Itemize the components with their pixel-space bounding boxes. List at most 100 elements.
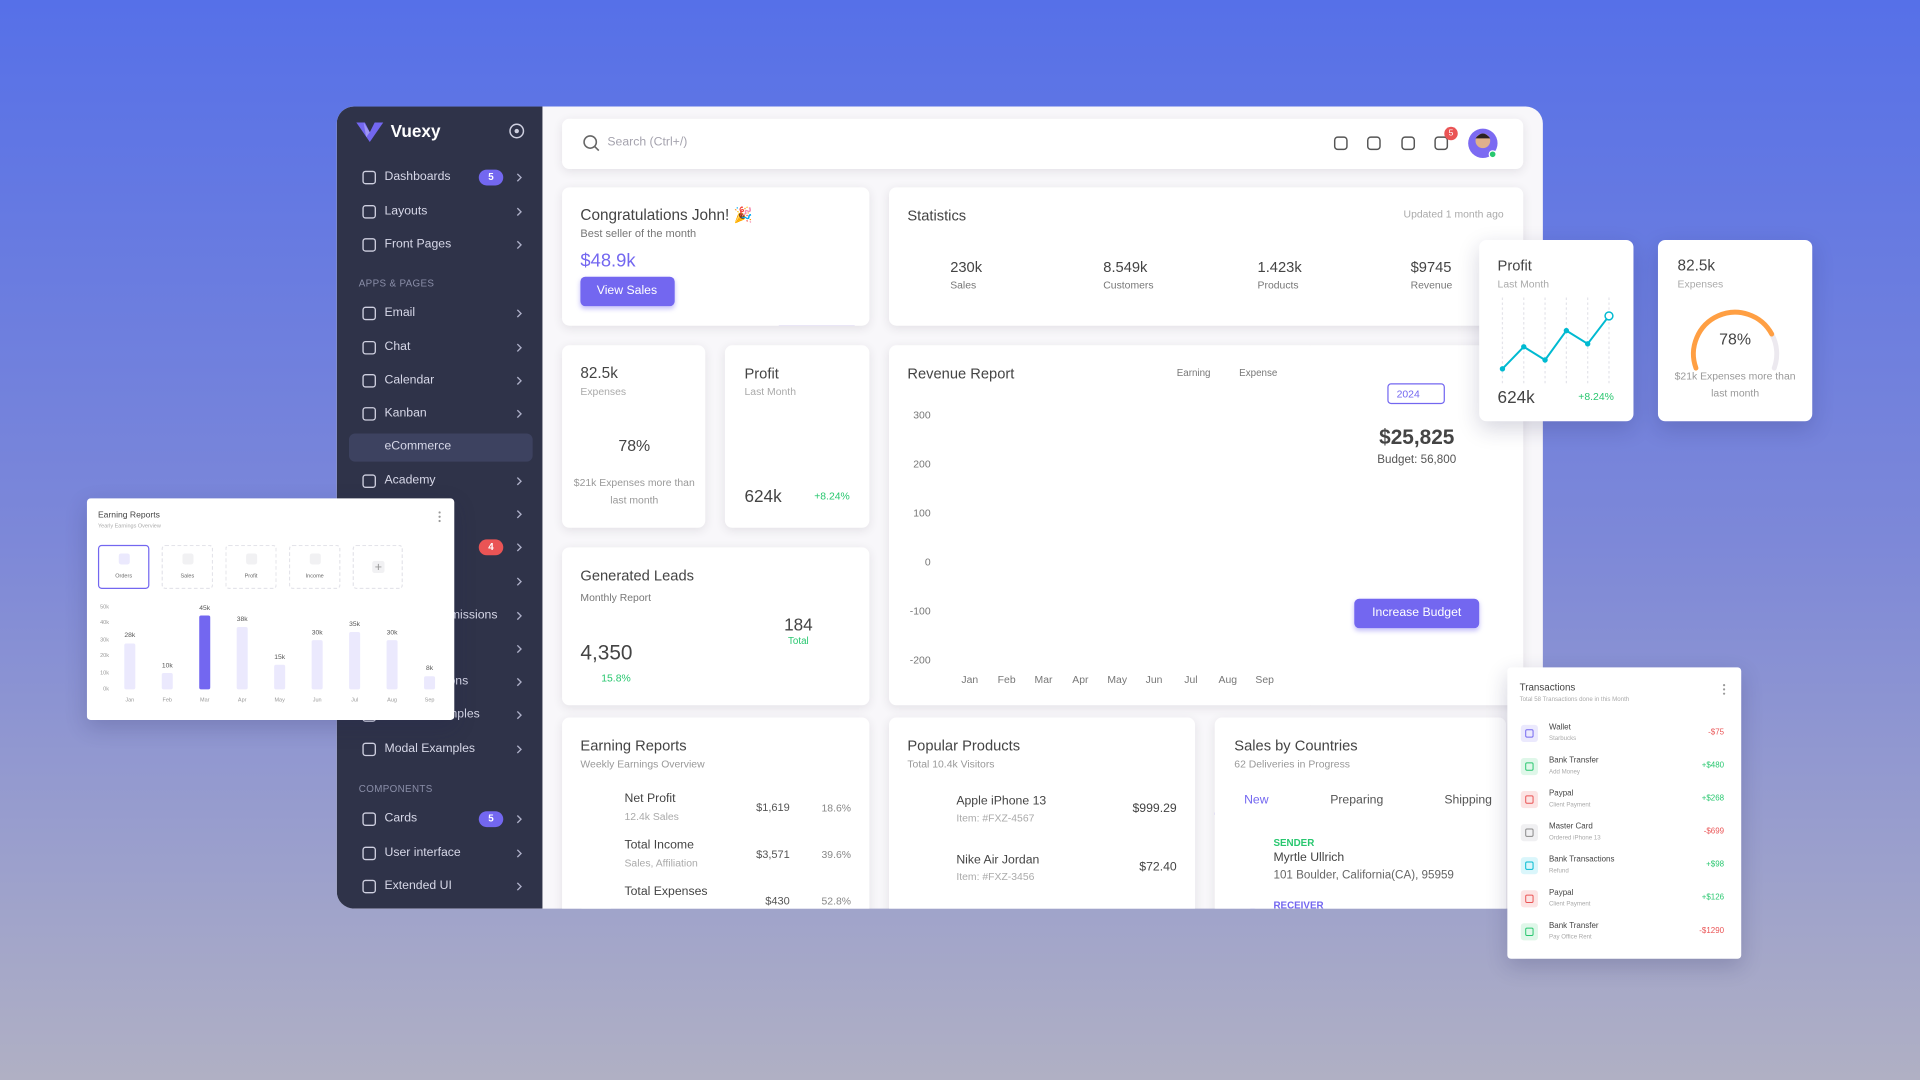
legend-label: Earning — [1176, 367, 1211, 379]
x-tick-label: Mar — [1034, 673, 1053, 686]
x-tick-label: Jul — [1184, 673, 1198, 686]
sales-by-countries-card — [1214, 717, 1507, 909]
change: +8.24% — [1578, 390, 1614, 403]
search-input[interactable]: Search (Ctrl+/) — [607, 135, 688, 150]
menu-label: User interface — [384, 846, 461, 860]
value-label: 30k — [311, 629, 323, 637]
transaction-name: Paypal — [1548, 789, 1574, 799]
menu-badge-text: 5 — [488, 813, 494, 825]
transaction-name: Paypal — [1548, 888, 1574, 898]
tab-label: Orders — [115, 572, 133, 579]
report-tab[interactable] — [225, 544, 277, 589]
transaction-amount: -$75 — [1708, 728, 1725, 737]
row-detail: 12.4k Sales — [624, 810, 679, 823]
card-subtitle: Total 58 Transactions done in this Month — [1519, 696, 1630, 704]
transactions-card — [1507, 667, 1742, 959]
transaction-amount: +$480 — [1701, 761, 1725, 770]
donut-total: 184 — [784, 614, 813, 635]
statistics-card — [888, 187, 1524, 326]
menu-label: eCommerce — [384, 439, 452, 454]
report-tab[interactable] — [288, 544, 341, 589]
sender-name: Myrtle Ullrich — [1273, 851, 1345, 865]
donut-label: Total — [788, 635, 809, 647]
tab[interactable]: Shipping — [1444, 793, 1492, 807]
x-tick-label: Sep — [1255, 673, 1274, 686]
stat-label: Customers — [1103, 278, 1154, 292]
notification-count: 5 — [1448, 129, 1454, 138]
menu-label: Calendar — [384, 373, 435, 387]
menu-item[interactable] — [349, 468, 533, 496]
row-amount: $1,619 — [756, 801, 790, 814]
change: +8.24% — [814, 489, 850, 502]
card-value: 624k — [744, 486, 782, 506]
transaction-name: Bank Transactions — [1548, 855, 1615, 865]
year-dropdown[interactable] — [1387, 383, 1445, 405]
tab[interactable]: New — [1244, 793, 1269, 807]
product-name: Nike Air Jordan — [956, 853, 1040, 867]
menu-label: Chat — [384, 340, 411, 354]
menu-item[interactable] — [349, 367, 533, 395]
transaction-name: Bank Transfer — [1548, 756, 1599, 766]
stat-value: 8.549k — [1103, 258, 1148, 276]
tab-label: Sales — [180, 572, 195, 579]
x-tick-label: Feb — [162, 696, 173, 703]
gauge-label: 78% — [1719, 330, 1752, 349]
card-title: Earning Reports — [97, 511, 160, 520]
value-label: 8k — [425, 665, 434, 673]
report-tab[interactable] — [161, 544, 214, 589]
budget-label: Budget: 56,800 — [1377, 453, 1457, 467]
row-detail: Sales, Affiliation — [624, 856, 698, 870]
transaction-detail: Client Payment — [1548, 900, 1591, 908]
card-subtitle: 62 Deliveries in Progress — [1234, 757, 1350, 770]
sender-address: 101 Boulder, California(CA), 95959 — [1273, 868, 1454, 882]
menu-item[interactable] — [349, 198, 533, 226]
value-label: 38k — [236, 616, 248, 624]
row-amount: $430 — [765, 894, 790, 907]
transaction-name: Wallet — [1548, 723, 1571, 732]
revenue-report-card — [888, 345, 1524, 706]
card-title: Congratulations John! 🎉 — [580, 206, 753, 224]
card-title: Statistics — [907, 206, 967, 225]
x-tick-label: Sep — [424, 696, 435, 703]
value-label: 30k — [386, 629, 398, 637]
tab[interactable]: Preparing — [1330, 793, 1384, 807]
card-title: Revenue Report — [907, 364, 1015, 383]
transaction-detail: Starbucks — [1548, 735, 1577, 743]
x-tick-label: Aug — [1218, 673, 1238, 686]
product-item: Item: #FXZ-4567 — [956, 811, 1035, 824]
increase-budget-button[interactable] — [1354, 598, 1480, 629]
y-tick-label: 100 — [913, 506, 931, 519]
menu-label: Academy — [384, 473, 436, 488]
menu-label: Modal Examples — [384, 742, 476, 756]
menu-label: Cards — [384, 811, 418, 826]
card-subtitle: Expenses — [1677, 277, 1724, 290]
stat-value: 230k — [950, 258, 983, 276]
y-tick-label: 0k — [103, 685, 109, 692]
x-tick-label: May — [274, 696, 285, 703]
view-sales-button[interactable] — [580, 276, 675, 307]
add-tab[interactable] — [352, 544, 403, 589]
y-tick-label: 10k — [100, 668, 109, 676]
menu-item[interactable] — [349, 806, 533, 834]
button-label: View Sales — [596, 284, 658, 298]
report-tab[interactable] — [97, 544, 150, 589]
product-price: $72.40 — [1139, 860, 1177, 875]
stat-label: Revenue — [1410, 278, 1453, 292]
value-label: 15k — [274, 654, 286, 662]
card-title: Profit — [1497, 257, 1532, 275]
menu-badge-text: 5 — [488, 171, 494, 183]
y-tick-label: 50k — [100, 603, 109, 610]
menu-item[interactable] — [349, 334, 533, 362]
row-name: Total Expenses — [624, 885, 708, 899]
transaction-amount: +$126 — [1701, 893, 1725, 903]
section-header: APPS & PAGES — [358, 277, 435, 289]
card-title: Sales by Countries — [1234, 737, 1358, 755]
stat-value: 1.423k — [1257, 258, 1302, 276]
menu-item[interactable] — [349, 400, 533, 428]
card-subtitle: Weekly Earnings Overview — [580, 757, 705, 770]
transaction-detail: Ordered iPhone 13 — [1548, 834, 1601, 842]
menu-item[interactable] — [349, 300, 533, 328]
active-item-bg — [348, 433, 533, 462]
